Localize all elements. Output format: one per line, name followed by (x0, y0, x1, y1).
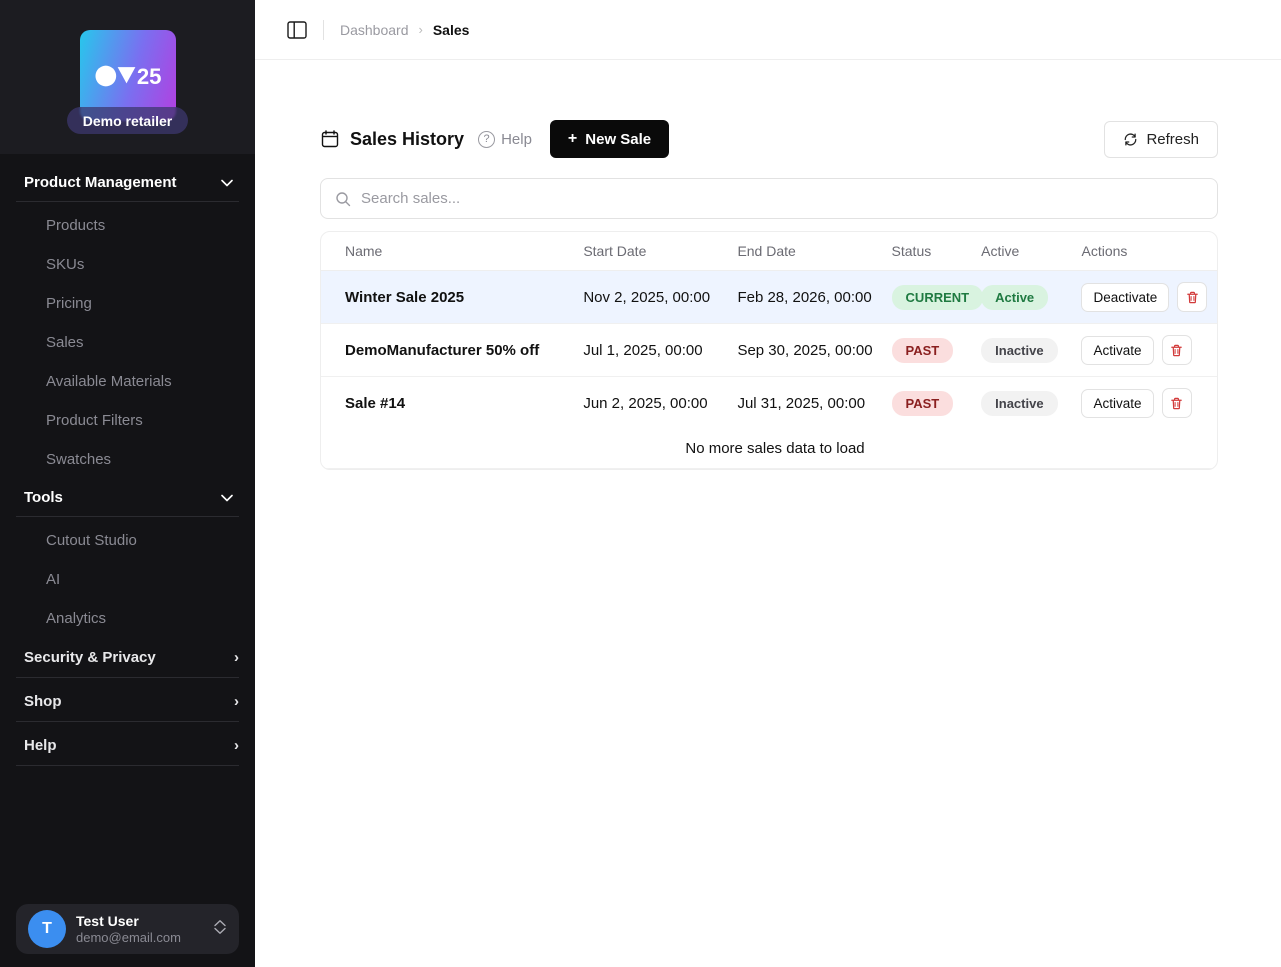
svg-text:25: 25 (136, 64, 161, 89)
